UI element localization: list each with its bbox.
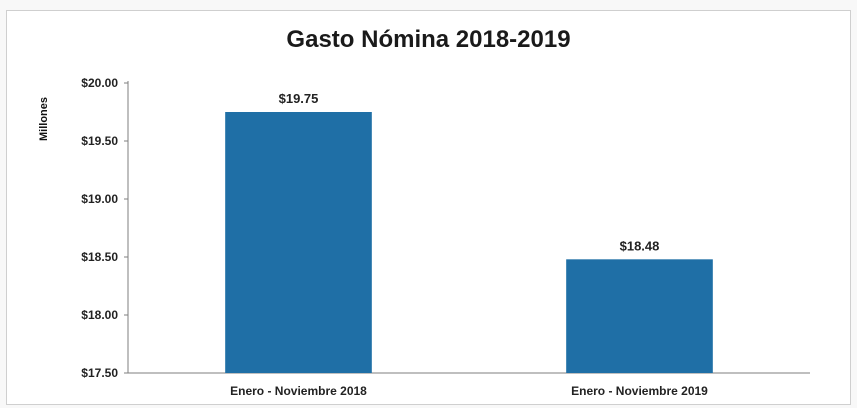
bar — [566, 259, 713, 373]
x-tick-label: Enero - Noviembre 2018 — [230, 384, 367, 398]
y-tick-label: $18.00 — [81, 308, 118, 322]
chart-title: Gasto Nómina 2018-2019 — [286, 26, 571, 53]
y-tick-label: $19.50 — [81, 134, 118, 148]
x-tick-label: Enero - Noviembre 2019 — [571, 384, 708, 398]
data-label: $19.75 — [279, 91, 319, 106]
y-tick-label: $17.50 — [81, 366, 118, 380]
bar — [225, 112, 372, 373]
y-tick-label: $20.00 — [81, 76, 118, 90]
y-tick-label: $18.50 — [81, 250, 118, 264]
data-label: $18.48 — [620, 238, 660, 253]
y-tick-label: $19.00 — [81, 192, 118, 206]
